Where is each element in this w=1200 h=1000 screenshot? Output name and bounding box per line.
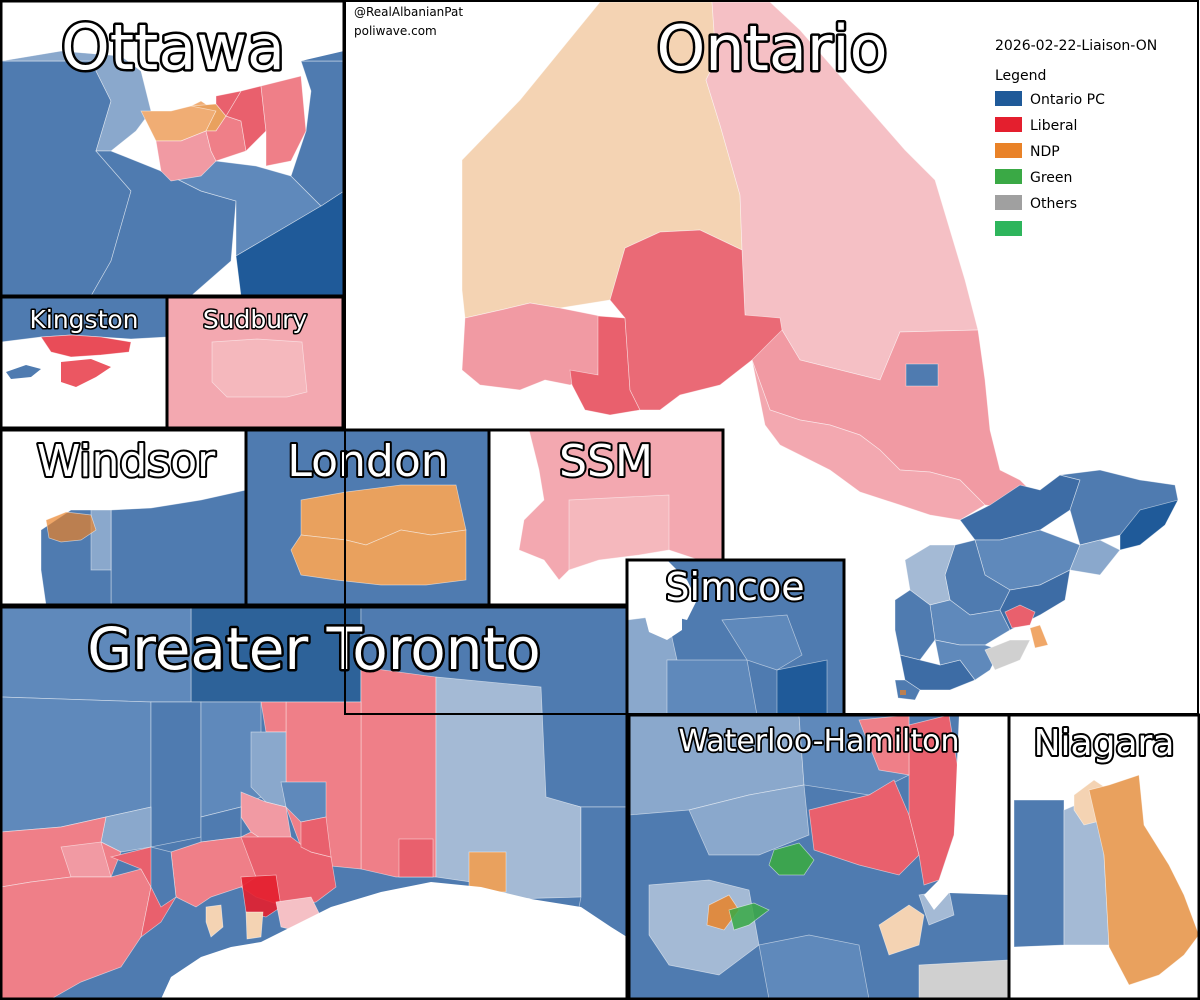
windsor-district-ndp bbox=[45, 511, 97, 543]
ssm-title: SSM bbox=[559, 436, 653, 487]
legend-swatch bbox=[995, 195, 1022, 210]
ottawa-inset-map: Ottawa bbox=[1, 1, 344, 296]
district-gta-core bbox=[1004, 604, 1036, 629]
inset-windsor: Windsor bbox=[0, 428, 248, 607]
inset-ssm: SSM bbox=[487, 428, 725, 607]
inset-ottawa: Ottawa bbox=[0, 0, 346, 298]
inset-london: London bbox=[244, 428, 491, 607]
lake-ontario bbox=[161, 882, 627, 999]
kingston-inset-map: Kingston bbox=[1, 297, 167, 428]
district-glengarry bbox=[1119, 499, 1179, 551]
legend-items: Ontario PC Liberal NDP Green Others bbox=[995, 91, 1105, 236]
district-leeds bbox=[1069, 539, 1121, 576]
ssm-district-city bbox=[568, 494, 670, 571]
london-title: London bbox=[287, 436, 448, 487]
legend-swatch bbox=[995, 117, 1022, 132]
windsor-title: Windsor bbox=[37, 436, 216, 487]
wh-district-green-2 bbox=[728, 902, 770, 931]
simcoe-district-south bbox=[666, 659, 758, 715]
ssm-inset-map: SSM bbox=[489, 430, 723, 605]
map-author: @RealAlbanianPat bbox=[354, 5, 463, 19]
niagara-inset-map: Niagara bbox=[1009, 715, 1199, 999]
district-thunder-bay-superior bbox=[609, 229, 783, 411]
legend-title: Legend bbox=[995, 68, 1046, 84]
district-windsor-spot bbox=[900, 690, 906, 695]
kingston-district-lib bbox=[40, 334, 132, 358]
district-huron bbox=[894, 589, 936, 661]
inset-greater-toronto: Greater Toronto bbox=[0, 605, 629, 1000]
legend-label: Green bbox=[1030, 170, 1072, 186]
greater-toronto-inset-map: Greater Toronto bbox=[1, 607, 627, 999]
ottawa-district-lib-4 bbox=[260, 75, 307, 167]
district-blue-north bbox=[905, 363, 939, 387]
map-site: poliwave.com bbox=[354, 24, 437, 38]
niagara-title: Niagara bbox=[1034, 723, 1175, 764]
legend-swatch bbox=[995, 91, 1022, 106]
sudbury-title: Sudbury bbox=[203, 305, 308, 334]
sudbury-inset-map: Sudbury bbox=[167, 297, 343, 428]
gta-toronto-ndp-2 bbox=[245, 911, 264, 940]
legend-label: Liberal bbox=[1030, 118, 1077, 134]
lake-simcoe bbox=[642, 600, 682, 640]
legend-swatch bbox=[995, 169, 1022, 184]
simcoe-district-east-dark bbox=[776, 659, 828, 715]
district-niagara-main bbox=[1029, 624, 1049, 649]
gta-toronto-lib-dark bbox=[240, 874, 282, 918]
wh-district-ndp-pale bbox=[878, 904, 925, 956]
inset-niagara: Niagara bbox=[1007, 713, 1200, 1000]
wh-district-lib-north bbox=[858, 715, 910, 776]
waterloo-hamilton-inset-map: Waterloo-Hamilton bbox=[629, 715, 1009, 999]
ontario-province-map bbox=[461, 1, 1179, 701]
inset-kingston: Kingston bbox=[0, 295, 169, 430]
inset-simcoe: Simcoe bbox=[625, 558, 846, 717]
wh-district-center bbox=[688, 784, 810, 856]
wh-district-green bbox=[768, 842, 815, 876]
ottawa-title: Ottawa bbox=[61, 11, 285, 84]
greater-toronto-title: Greater Toronto bbox=[87, 615, 541, 683]
legend-swatch bbox=[995, 143, 1022, 158]
sudbury-district-center bbox=[211, 338, 308, 398]
wh-lake bbox=[924, 715, 1009, 910]
district-haldimand bbox=[984, 639, 1031, 671]
niagara-district-west bbox=[1013, 799, 1065, 948]
legend-label: Others bbox=[1030, 196, 1077, 212]
simcoe-title: Simcoe bbox=[665, 565, 804, 609]
legend-swatch bbox=[995, 221, 1022, 236]
waterloo-hamilton-title: Waterloo-Hamilton bbox=[678, 724, 959, 759]
simcoe-inset-map: Simcoe bbox=[627, 560, 844, 715]
district-algoma bbox=[751, 359, 986, 521]
ottawa-river bbox=[1, 1, 344, 111]
windsor-district-center bbox=[90, 509, 112, 571]
wh-district-others bbox=[918, 959, 1009, 999]
district-oxford bbox=[934, 639, 1001, 681]
windsor-district-east bbox=[110, 489, 246, 605]
legend: 2026-02-22-Liaison-ON Legend Ontario PC L… bbox=[995, 38, 1157, 236]
inset-sudbury: Sudbury bbox=[165, 295, 345, 430]
poll-label: 2026-02-22-Liaison-ON bbox=[995, 38, 1157, 54]
legend-label: NDP bbox=[1030, 144, 1060, 160]
gta-ndp-box bbox=[468, 851, 507, 893]
wh-district-south bbox=[758, 934, 870, 999]
kingston-islands-lib bbox=[61, 359, 111, 387]
legend-label: Ontario PC bbox=[1030, 92, 1105, 108]
ottawa-district-lib-5 bbox=[215, 90, 242, 117]
simcoe-district-center bbox=[721, 614, 803, 671]
ottawa-district-east-2 bbox=[290, 60, 344, 207]
gta-lib-center-box bbox=[398, 838, 434, 878]
gta-toronto-ndp-1 bbox=[205, 904, 224, 938]
gta-pc-lakeshore bbox=[150, 846, 177, 908]
inset-waterloo-hamilton: Waterloo-Hamilton bbox=[627, 713, 1011, 1000]
kingston-west-pc bbox=[6, 365, 41, 379]
niagara-district-ndp bbox=[1088, 774, 1199, 986]
gta-halton-north bbox=[150, 701, 202, 848]
ottawa-district-south-1 bbox=[90, 150, 237, 296]
gta-toronto-lib-2 bbox=[300, 816, 332, 858]
london-inset-map: London bbox=[246, 430, 489, 605]
kingston-title: Kingston bbox=[29, 305, 138, 334]
main-map-title: Ontario bbox=[656, 12, 887, 85]
windsor-inset-map: Windsor bbox=[1, 430, 246, 605]
